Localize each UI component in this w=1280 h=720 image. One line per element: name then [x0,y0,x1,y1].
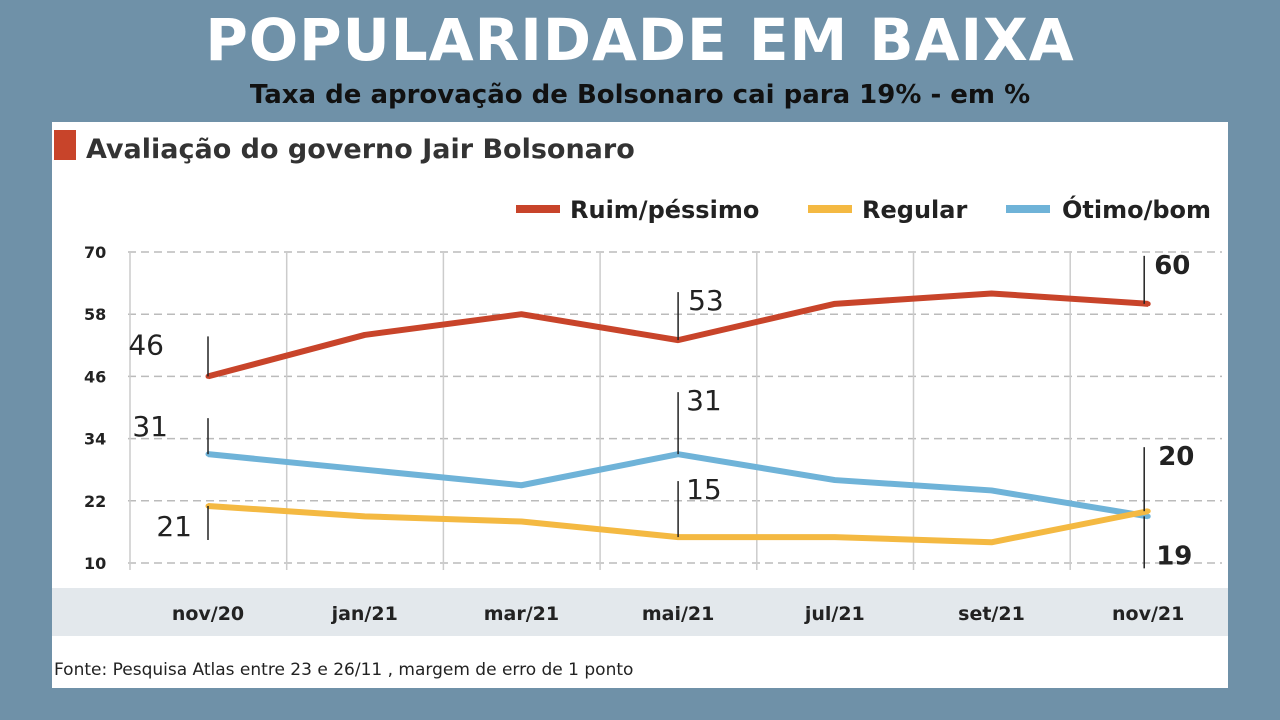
annotation-label: 60 [1154,251,1190,281]
legend-label-0: Ruim/péssimo [570,196,759,224]
legend-label-1: Regular [862,196,967,224]
annotation-label: 31 [686,384,722,417]
x-tick-label: mar/21 [484,603,559,625]
data-point [1145,513,1151,519]
x-tick-label: nov/20 [172,603,244,625]
data-point [518,311,524,317]
legend-label-2: Ótimo/bom [1062,194,1211,224]
data-point [1145,301,1151,307]
x-tick-label: set/21 [958,603,1025,625]
data-point [989,487,994,493]
data-point [989,539,994,545]
data-point [362,513,368,519]
x-axis-band [52,588,1228,636]
data-point [832,477,838,483]
annotation-label: 19 [1156,541,1192,571]
x-tick-label: nov/21 [1112,603,1184,625]
data-point [362,467,368,473]
page-subtitle: Taxa de aprovação de Bolsonaro cai para … [249,80,1031,110]
y-tick-label: 22 [84,492,106,511]
x-tick-label: jul/21 [804,603,865,625]
annotation-label: 31 [132,410,168,443]
source-note: Fonte: Pesquisa Atlas entre 23 e 26/11 ,… [54,660,633,680]
y-tick-label: 70 [84,243,106,262]
data-point [518,519,524,525]
y-tick-label: 46 [84,367,106,386]
annotation-label: 53 [688,284,724,317]
page-title: POPULARIDADE EM BAIXA [205,6,1075,74]
annotation-label: 21 [156,510,192,543]
annotation-label: 46 [128,328,164,361]
x-tick-label: jan/21 [331,603,398,625]
title-marker [54,130,76,160]
y-tick-label: 34 [84,430,106,449]
data-point [832,534,838,540]
data-point [362,332,368,338]
x-tick-label: mai/21 [642,603,715,625]
data-point [518,482,524,488]
chart-title: Avaliação do governo Jair Bolsonaro [86,134,635,165]
y-tick-label: 10 [84,554,106,573]
data-point [989,290,994,296]
data-point [832,301,838,307]
annotation-label: 20 [1158,442,1194,472]
annotation-label: 15 [686,473,722,506]
y-tick-label: 58 [84,305,106,324]
data-point [1145,508,1151,514]
